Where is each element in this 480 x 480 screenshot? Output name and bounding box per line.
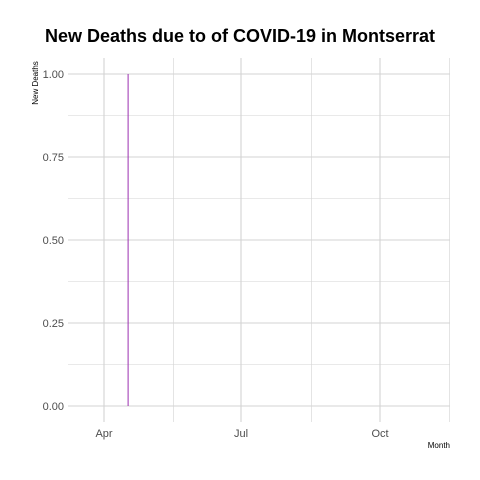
x-axis-label: Month	[428, 441, 450, 450]
x-tick-label: Jul	[234, 428, 248, 440]
x-tick-label: Oct	[371, 428, 388, 440]
y-tick-label: 1.00	[43, 69, 64, 81]
y-axis-label: New Deaths	[31, 61, 40, 105]
y-tick-label: 0.50	[43, 235, 64, 247]
y-tick-label: 0.00	[43, 401, 64, 413]
y-tick-label: 0.25	[43, 318, 64, 330]
chart-title: New Deaths due to of COVID-19 in Montser…	[44, 26, 436, 46]
x-tick-label: Apr	[95, 428, 112, 440]
y-tick-label: 0.75	[43, 152, 64, 164]
